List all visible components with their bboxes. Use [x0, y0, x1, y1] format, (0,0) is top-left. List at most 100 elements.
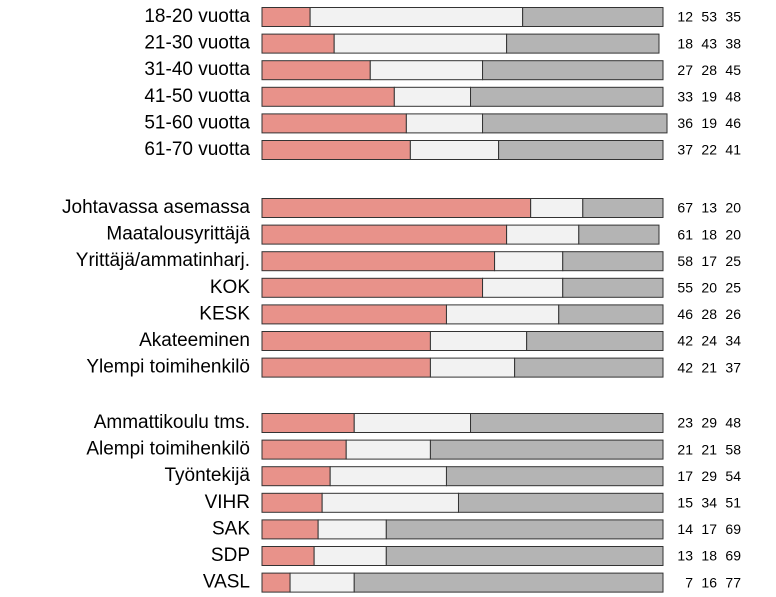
category-label: VIHR	[205, 492, 250, 513]
bar-segment	[261, 439, 347, 460]
bar-segment	[514, 357, 664, 378]
bar-segment	[393, 86, 472, 107]
bar-segment	[530, 198, 584, 218]
value-label: 58	[725, 441, 741, 457]
value-label: 42	[677, 333, 693, 349]
value-label: 16	[701, 574, 717, 590]
bar-segment	[482, 113, 668, 134]
value-label: 41	[725, 142, 741, 158]
value-label: 19	[701, 115, 717, 131]
bar-segment	[321, 492, 459, 513]
category-label: Johtavassa asemassa	[62, 197, 250, 218]
value-label: 25	[725, 280, 741, 296]
value-label: 13	[677, 548, 693, 564]
bar-segment	[578, 224, 660, 245]
bar-segment	[482, 60, 664, 81]
bar-segment	[582, 198, 664, 218]
bar-segment	[289, 572, 355, 593]
value-label: 12	[677, 9, 693, 25]
bar-segment	[457, 492, 664, 513]
value-label: 13	[701, 200, 717, 216]
value-label: 34	[725, 333, 741, 349]
bar-segment	[470, 413, 664, 433]
value-label: 61	[677, 226, 693, 242]
value-label: 37	[677, 142, 693, 158]
category-label: Akateeminen	[139, 330, 250, 351]
bar-segment	[261, 357, 431, 378]
value-label: 20	[725, 200, 741, 216]
category-label: SAK	[212, 518, 250, 539]
value-label: 27	[677, 62, 693, 78]
bar-segment	[506, 224, 580, 245]
value-label: 42	[677, 359, 693, 375]
value-label: 38	[725, 35, 741, 51]
bar-segment	[445, 304, 560, 325]
value-label: 21	[701, 359, 717, 375]
value-label: 18	[701, 548, 717, 564]
bar-segment	[261, 86, 395, 107]
bar-segment	[470, 86, 664, 107]
value-label: 53	[701, 9, 717, 25]
value-label: 17	[677, 468, 693, 484]
value-label: 51	[725, 495, 741, 511]
value-label: 24	[701, 333, 717, 349]
value-label: 43	[701, 35, 717, 51]
bar-segment	[498, 140, 664, 160]
category-label: Ammattikoulu tms.	[94, 412, 250, 433]
bar-segment	[261, 7, 311, 27]
bar-segment	[261, 304, 447, 325]
category-label: VASL	[203, 572, 250, 593]
value-label: 28	[701, 306, 717, 322]
category-label: Yrittäjä/ammatinharj.	[76, 250, 250, 271]
category-label: KOK	[210, 277, 250, 298]
value-label: 55	[677, 280, 693, 296]
value-label: 35	[725, 9, 741, 25]
value-label: 21	[677, 441, 693, 457]
value-label: 29	[701, 468, 717, 484]
bar-segment	[353, 572, 664, 593]
bar-segment	[562, 251, 664, 272]
category-label: 18-20 vuotta	[144, 6, 250, 27]
bar-segment	[429, 357, 516, 378]
category-label: Työntekijä	[164, 465, 250, 486]
category-label: 51-60 vuotta	[144, 112, 250, 133]
category-label: KESK	[199, 303, 250, 324]
value-label: 7	[685, 574, 693, 590]
bar-segment	[261, 492, 323, 513]
category-label: 31-40 vuotta	[144, 59, 250, 80]
category-label: SDP	[211, 545, 250, 566]
bar-segment	[261, 140, 411, 160]
value-label: 20	[701, 280, 717, 296]
value-label: 36	[677, 115, 693, 131]
value-label: 29	[701, 415, 717, 431]
value-label: 48	[725, 89, 741, 105]
value-label: 45	[725, 62, 741, 78]
value-label: 69	[725, 548, 741, 564]
bar-segment	[506, 33, 660, 54]
bar-segment	[333, 33, 508, 54]
value-label: 77	[725, 574, 741, 590]
value-label: 19	[701, 89, 717, 105]
bar-segment	[385, 546, 664, 566]
bar-segment	[558, 304, 664, 325]
bar-segment	[261, 224, 508, 245]
value-label: 33	[677, 89, 693, 105]
category-label: Maatalousyrittäjä	[106, 224, 250, 245]
bar-segment	[261, 33, 335, 54]
bar-segment	[261, 277, 484, 298]
bar-segment	[261, 60, 371, 81]
bar-segment	[494, 251, 564, 272]
value-label: 22	[701, 142, 717, 158]
bar-segment	[261, 466, 331, 487]
bar-segment	[261, 331, 431, 351]
bar-segment	[429, 439, 664, 460]
bar-segment	[369, 60, 484, 81]
value-label: 18	[677, 35, 693, 51]
value-label: 67	[677, 200, 693, 216]
value-label: 26	[725, 306, 741, 322]
bar-segment	[309, 7, 524, 27]
bar-segment	[409, 140, 500, 160]
bar-segment	[261, 113, 407, 134]
bar-segment	[329, 466, 447, 487]
